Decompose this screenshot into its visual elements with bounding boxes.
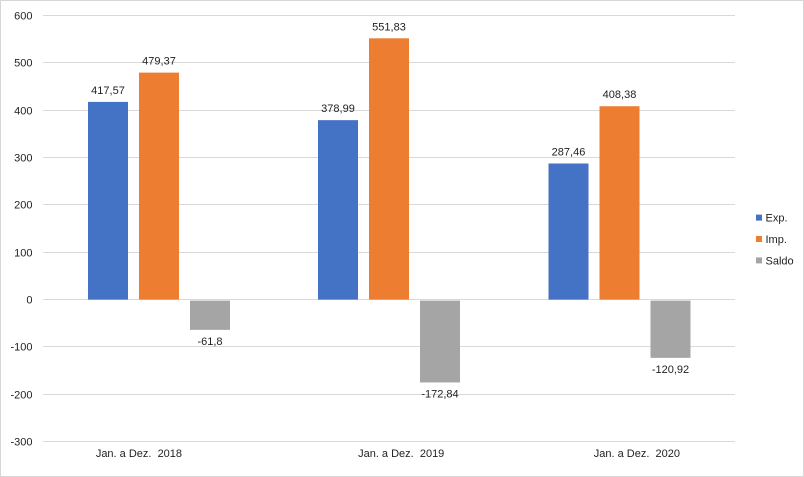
bar: [318, 120, 358, 300]
value-label: -120,92: [652, 364, 689, 376]
y-tick-label: -300: [10, 436, 32, 448]
value-label: 551,83: [372, 21, 406, 33]
x-category-label: Jan. a Dez. 2018: [96, 448, 182, 460]
legend-swatch: [756, 236, 762, 242]
x-category-label: Jan. a Dez. 2019: [358, 448, 444, 460]
value-label: 408,38: [603, 89, 637, 101]
bar: [139, 72, 179, 300]
y-tick-label: 300: [14, 152, 32, 164]
x-category-label: Jan. a Dez. 2020: [594, 448, 680, 460]
legend-label: Saldo: [766, 255, 794, 267]
value-label: 417,57: [91, 85, 125, 97]
y-tick-label: 200: [14, 199, 32, 211]
bar: [369, 38, 409, 300]
y-tick-label: 500: [14, 57, 32, 69]
y-tick-label: 100: [14, 247, 32, 259]
value-label: 287,46: [552, 146, 586, 158]
y-tick-label: 400: [14, 105, 32, 117]
legend-swatch: [756, 257, 762, 264]
bar: [190, 300, 230, 330]
legend-label: Imp.: [766, 234, 787, 246]
value-label: 378,99: [321, 103, 355, 115]
value-label: -172,84: [421, 388, 458, 400]
bar: [548, 163, 589, 300]
value-label: -61,8: [197, 336, 222, 348]
value-label: 479,37: [142, 56, 176, 68]
y-tick-label: 600: [14, 10, 32, 22]
bar: [420, 300, 460, 383]
bar: [599, 106, 640, 300]
y-tick-label: -100: [10, 341, 32, 353]
y-tick-label: 0: [26, 294, 32, 306]
bar: [88, 101, 128, 300]
y-tick-label: -200: [10, 389, 32, 401]
legend-label: Exp.: [766, 213, 788, 225]
legend-swatch: [756, 214, 762, 221]
bar: [650, 300, 691, 358]
